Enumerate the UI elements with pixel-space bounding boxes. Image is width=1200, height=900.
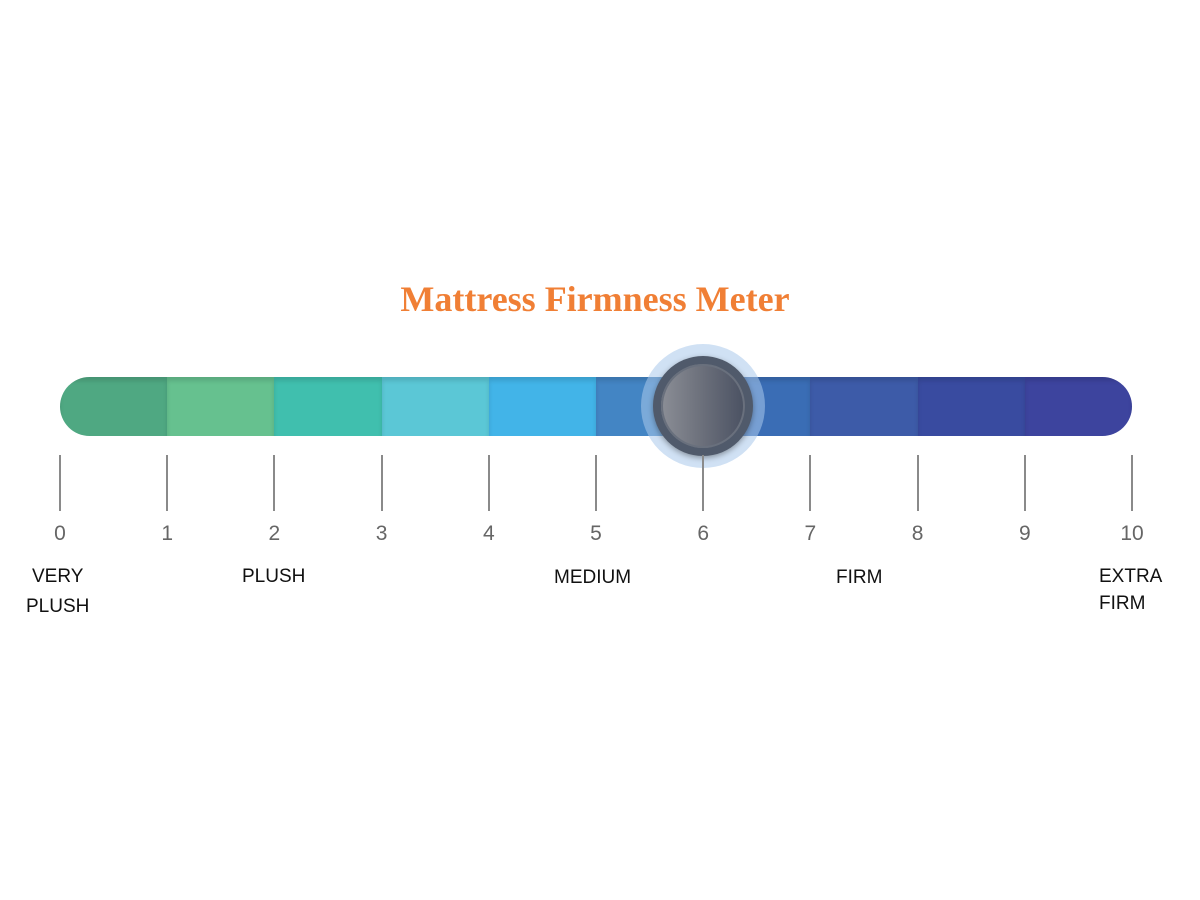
tick-label-6: 6 <box>697 522 710 545</box>
tick-mark-4 <box>487 455 490 511</box>
tick-mark-5 <box>595 455 597 511</box>
scale-segment-1 <box>167 377 275 436</box>
tick-label-7: 7 <box>804 522 817 545</box>
firmness-scale-bar <box>60 377 1132 436</box>
label-medium: MEDIUM <box>554 567 632 588</box>
label-firm: FIRM <box>836 567 883 588</box>
tick-label-8: 8 <box>911 522 924 545</box>
knob-face-icon <box>661 364 746 448</box>
scale-segment-8 <box>917 377 1025 436</box>
label-very-plush: VERY PLUSH <box>26 563 89 620</box>
tick-label-5: 5 <box>590 522 602 545</box>
tick-mark-6 <box>702 455 705 511</box>
label-plush: PLUSH <box>242 566 306 587</box>
tick-label-2: 2 <box>268 522 281 545</box>
firmness-indicator-knob[interactable] <box>653 356 754 456</box>
label-extra-firm-line1: EXTRA <box>1099 566 1163 587</box>
scale-segment-2 <box>274 377 382 436</box>
tick-mark-8 <box>916 455 919 511</box>
page-title: Mattress Firmness Meter <box>400 279 790 319</box>
scale-segment-0 <box>60 377 168 436</box>
label-very-plush-line2: PLUSH <box>26 596 90 617</box>
tick-mark-3 <box>380 455 383 511</box>
label-extra-firm: EXTRA FIRM <box>1099 563 1162 617</box>
tick-label-3: 3 <box>375 522 388 545</box>
tick-mark-1 <box>166 455 169 511</box>
tick-label-4: 4 <box>482 522 495 545</box>
label-very-plush-line1: VERY <box>32 566 84 587</box>
tick-label-9: 9 <box>1018 522 1031 545</box>
tick-label-10: 10 <box>1120 522 1144 545</box>
tick-label-0: 0 <box>54 522 66 545</box>
tick-mark-10 <box>1131 455 1133 511</box>
scale-segment-7 <box>810 377 918 436</box>
tick-mark-2 <box>273 455 276 511</box>
tick-mark-0 <box>59 455 61 511</box>
tick-mark-7 <box>809 455 812 511</box>
tick-label-1: 1 <box>161 522 174 545</box>
scale-segment-9 <box>1024 377 1132 436</box>
label-extra-firm-line2: FIRM <box>1099 593 1146 614</box>
scale-segment-3 <box>381 377 489 436</box>
tick-mark-9 <box>1023 455 1026 511</box>
scale-segment-4 <box>488 377 597 436</box>
